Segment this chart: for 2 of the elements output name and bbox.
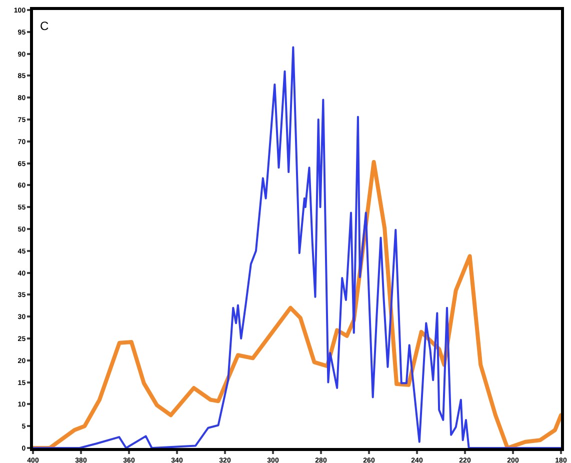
line-series (33, 46, 561, 448)
annotation: C (40, 19, 49, 33)
